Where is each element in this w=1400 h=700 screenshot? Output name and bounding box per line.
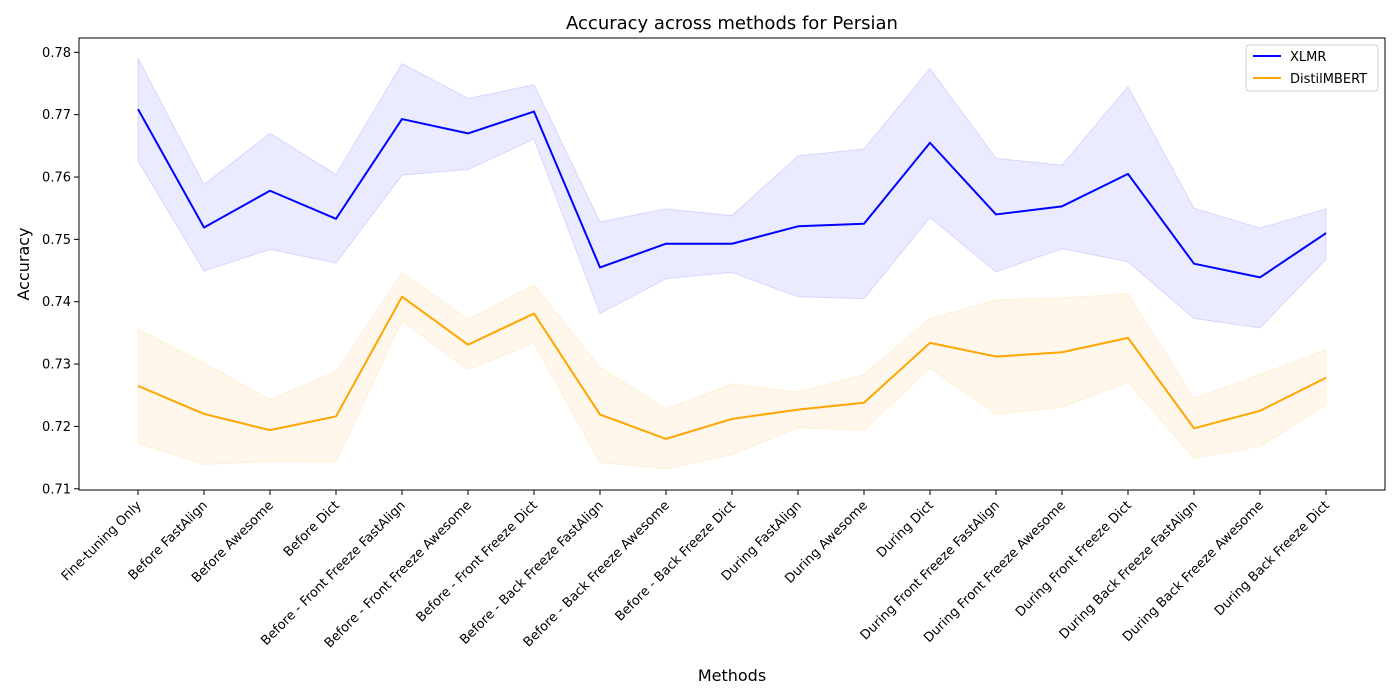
series-lines	[137, 108, 1327, 440]
y-axis: 0.71 0.72 0.73 0.74 0.75 0.76 0.77 0.78	[42, 46, 79, 497]
y-tick-label: 0.77	[42, 108, 71, 123]
chart-title: Accuracy across methods for Persian	[566, 13, 898, 34]
y-tick-label: 0.78	[42, 46, 71, 61]
y-tick-label: 0.76	[42, 171, 71, 186]
y-axis-label: Accuracy	[14, 227, 33, 300]
legend-label-xlmr: XLMR	[1290, 50, 1326, 65]
y-tick-label: 0.75	[42, 233, 71, 248]
y-tick-label: 0.71	[42, 482, 71, 497]
legend: XLMR DistilMBERT	[1245, 44, 1379, 92]
legend-label-distilmbert: DistilMBERT	[1290, 72, 1367, 87]
y-tick-label: 0.72	[42, 420, 71, 435]
y-tick-label: 0.73	[42, 358, 71, 373]
y-tick-label: 0.74	[42, 295, 71, 310]
x-axis-label: Methods	[698, 666, 766, 685]
